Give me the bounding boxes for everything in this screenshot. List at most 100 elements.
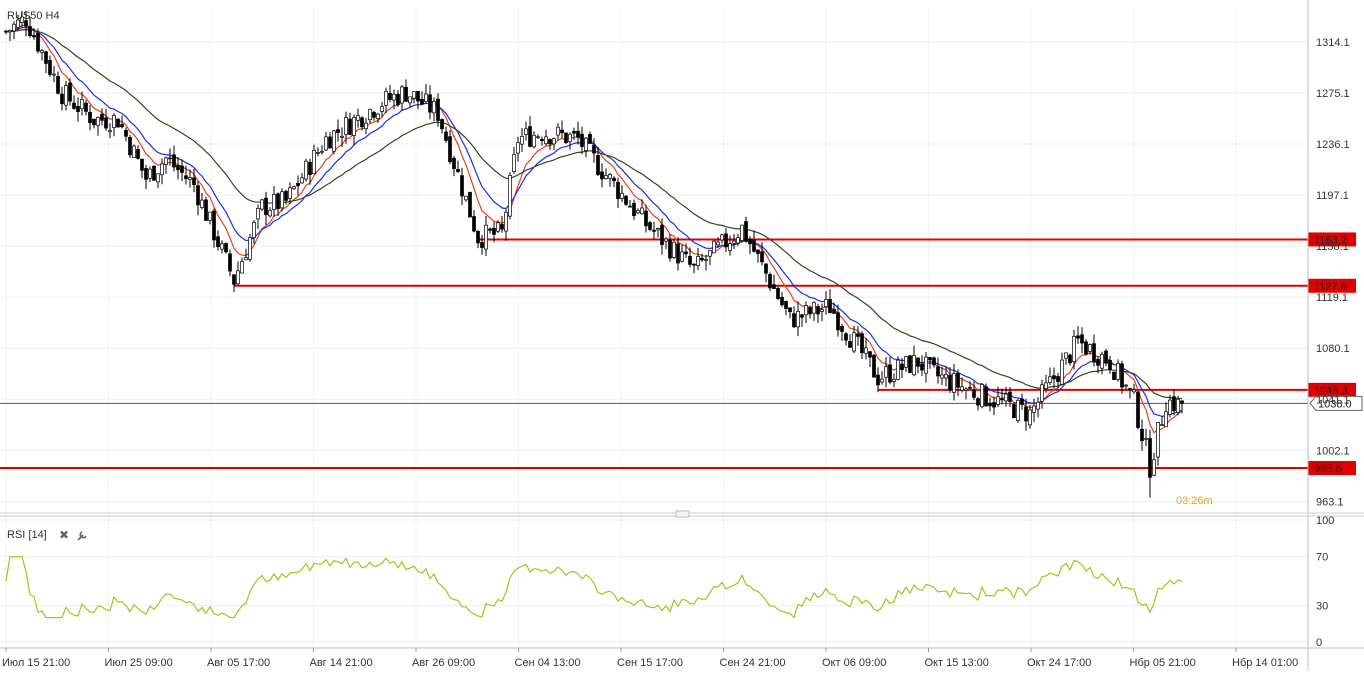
candle-body (248, 237, 252, 260)
candle-body (144, 168, 148, 180)
countdown-timer: 03:26m (1176, 495, 1213, 507)
candle (1040, 379, 1044, 409)
candle-body (516, 142, 520, 154)
candle-body (916, 357, 920, 367)
candle (636, 208, 640, 215)
candle (736, 233, 740, 246)
candle (132, 144, 136, 158)
time-tick-label: Авг 14 21:00 (310, 657, 373, 669)
candle-body (348, 118, 352, 135)
candle-body (620, 192, 624, 199)
candle-body (776, 288, 780, 299)
candle (700, 253, 704, 262)
candle-body (544, 136, 548, 145)
candle (284, 189, 288, 205)
candle-body (324, 136, 328, 151)
candle (316, 147, 320, 157)
candle (184, 165, 188, 185)
candle-body (60, 93, 64, 105)
candle-body (1044, 382, 1048, 389)
candle (116, 118, 120, 128)
candle (1124, 383, 1128, 390)
price-tick-label: 963.1 (1316, 496, 1344, 508)
candle (1012, 402, 1016, 419)
rsi-settings-icon[interactable] (77, 531, 87, 541)
candle (180, 159, 184, 182)
horizontal-levels[interactable]: 1163.2 1127.8 1048.3 988.6 1038.0 (0, 232, 1363, 476)
candle-body (108, 130, 112, 132)
candle-body (1076, 335, 1080, 339)
candle (404, 79, 408, 102)
candle (408, 96, 412, 108)
candle (1068, 353, 1072, 366)
candle (616, 177, 620, 209)
candle (1084, 339, 1088, 356)
candle (244, 248, 248, 261)
candle (900, 357, 904, 379)
candle-body (796, 311, 800, 328)
candle (924, 352, 928, 383)
time-tick-label: Нбр 14 01:00 (1232, 657, 1298, 669)
candle-body (128, 137, 132, 156)
candle (508, 172, 512, 220)
candle-body (708, 249, 712, 257)
candle (888, 357, 892, 385)
candle-body (912, 355, 916, 376)
candle-body (1176, 398, 1180, 413)
candle-body (416, 90, 420, 102)
candle (1180, 400, 1184, 414)
candle-body (372, 111, 376, 118)
candle (952, 363, 956, 401)
price-tick-label: 1314.1 (1316, 37, 1350, 49)
candle (660, 218, 664, 255)
candle-body (124, 129, 128, 137)
candle (908, 354, 912, 374)
candle (956, 369, 960, 396)
candle (808, 305, 812, 319)
candle (48, 55, 52, 77)
candle (696, 247, 700, 271)
candle-body (976, 398, 980, 406)
labels: RUS50 H4 RSI [14] 03:26m ✖ (7, 10, 1213, 542)
candle (644, 204, 648, 233)
candle-body (792, 313, 796, 328)
candle (1000, 388, 1004, 405)
candle-body (648, 222, 652, 230)
candle (844, 332, 848, 346)
candle (392, 89, 396, 110)
candle-body (924, 356, 928, 374)
time-tick-label: Нбр 05 21:00 (1130, 657, 1196, 669)
candle (988, 397, 992, 412)
candle (272, 186, 276, 217)
candle (800, 313, 804, 327)
candle-body (580, 133, 584, 147)
candle-body (156, 173, 160, 183)
candle (576, 121, 580, 145)
candle (1140, 419, 1144, 451)
rsi-close-icon[interactable]: ✖ (59, 528, 69, 542)
candle-body (856, 333, 860, 337)
candle (384, 87, 388, 114)
candle (452, 155, 456, 177)
candle-body (148, 168, 152, 179)
candle-body (380, 106, 384, 112)
candle (828, 289, 832, 314)
candle-body (104, 117, 108, 129)
candle (208, 211, 212, 225)
candle (1176, 395, 1180, 416)
candle-body (1172, 396, 1176, 412)
candle-body (296, 182, 300, 187)
candle (200, 193, 204, 210)
candle (1044, 374, 1048, 393)
candle (64, 81, 68, 111)
candle (224, 242, 228, 254)
candle (628, 199, 632, 208)
ma-line (5, 28, 1183, 400)
candle (348, 112, 352, 136)
candle (12, 21, 16, 40)
candle (612, 176, 616, 188)
candle (864, 337, 868, 360)
candle (416, 90, 420, 110)
